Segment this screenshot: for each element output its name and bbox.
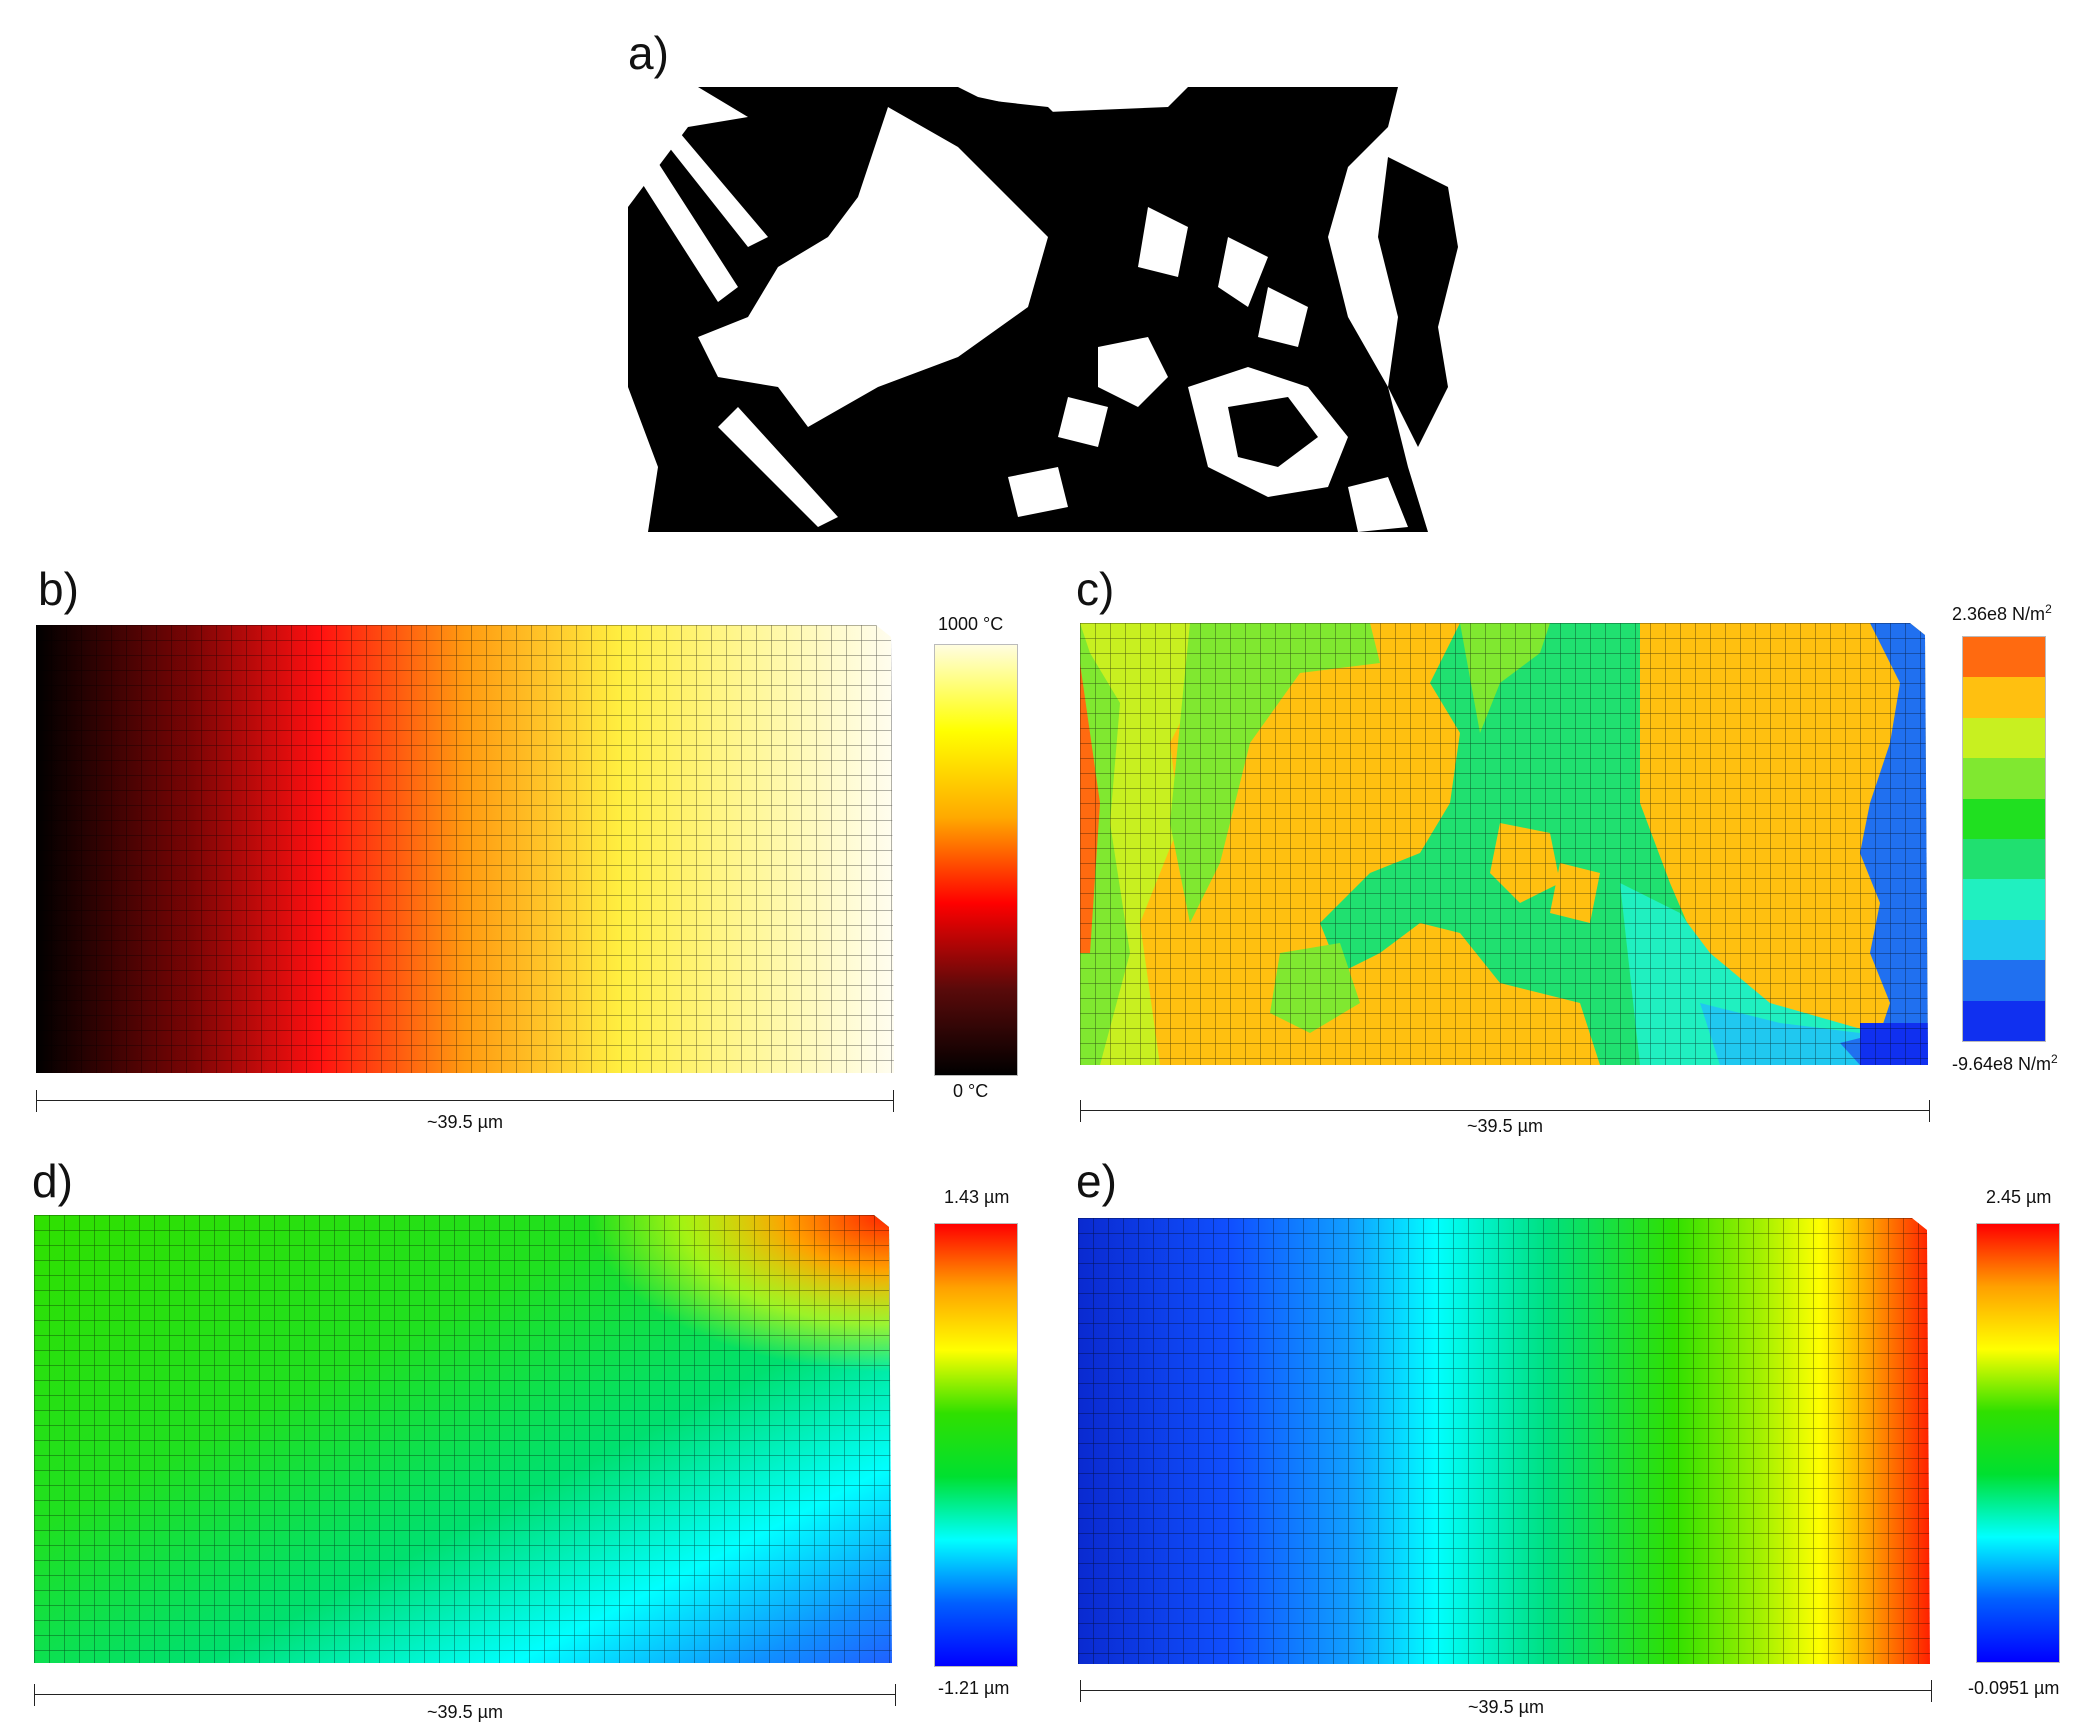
scale-bar-e [1080, 1680, 1932, 1702]
binary-microstructure-image [628, 87, 1482, 532]
colorbar-c [1962, 636, 2046, 1042]
scale-label-b: ~39.5 µm [427, 1112, 503, 1132]
scale-bar-d [34, 1684, 896, 1706]
temperature-field-plot [36, 625, 896, 1073]
colorbar-b-max: 1000 °C [938, 614, 1004, 634]
colorbar-d [934, 1223, 1018, 1667]
colorbar-c-min: -9.64e8 N/m2 [1952, 1052, 2058, 1075]
stress-field-plot [1080, 623, 1930, 1065]
scale-bar-b [36, 1090, 894, 1112]
scale-label-e: ~39.5 µm [1468, 1697, 1544, 1717]
colorbar-c-max-value: 2.36e8 N/m [1952, 604, 2046, 624]
scale-label-c: ~39.5 µm [1467, 1116, 1543, 1136]
colorbar-c-band [1963, 1000, 2045, 1041]
colorbar-c-max-exp: 2 [2045, 602, 2052, 616]
colorbar-c-max: 2.36e8 N/m2 [1952, 602, 2052, 625]
colorbar-b [934, 644, 1018, 1076]
colorbar-e-min: -0.0951 µm [1968, 1678, 2060, 1698]
colorbar-c-band [1963, 919, 2045, 961]
colorbar-c-min-exp: 2 [2051, 1052, 2058, 1066]
colorbar-c-min-value: -9.64e8 N/m [1952, 1054, 2052, 1074]
displacement-x-field-plot [34, 1215, 896, 1663]
panel-label-a: a) [628, 27, 669, 79]
colorbar-c-band [1963, 717, 2045, 759]
colorbar-e [1976, 1223, 2060, 1663]
colorbar-b-fill [935, 645, 1017, 1075]
colorbar-d-min: -1.21 µm [938, 1678, 1010, 1698]
colorbar-c-band [1963, 879, 2045, 920]
scale-label-d: ~39.5 µm [427, 1702, 503, 1722]
scale-bar-c [1080, 1100, 1930, 1122]
colorbar-b-min: 0 °C [953, 1081, 989, 1101]
colorbar-d-fill [935, 1224, 1017, 1666]
colorbar-e-max: 2.45 µm [1986, 1187, 2052, 1207]
displacement-x-field-svg [34, 1215, 892, 1663]
colorbar-c-band [1963, 637, 2045, 678]
binary-microstructure-svg [628, 87, 1482, 532]
colorbar-c-band [1963, 758, 2045, 799]
stress-field-svg [1080, 623, 1928, 1065]
displacement-y-field-plot [1078, 1218, 1934, 1664]
panel-label-e: e) [1076, 1155, 1117, 1207]
colorbar-c-band [1963, 838, 2045, 880]
colorbar-c-band [1963, 960, 2045, 1001]
panel-label-b: b) [38, 563, 79, 615]
panel-label-c: c) [1076, 563, 1115, 615]
displacement-y-field-svg [1078, 1218, 1930, 1664]
panel-label-d: d) [32, 1155, 73, 1207]
colorbar-c-band [1963, 677, 2045, 718]
temperature-field-svg [36, 625, 894, 1073]
colorbar-d-max: 1.43 µm [944, 1187, 1010, 1207]
colorbar-c-band [1963, 798, 2045, 839]
colorbar-e-fill [1977, 1224, 2059, 1662]
